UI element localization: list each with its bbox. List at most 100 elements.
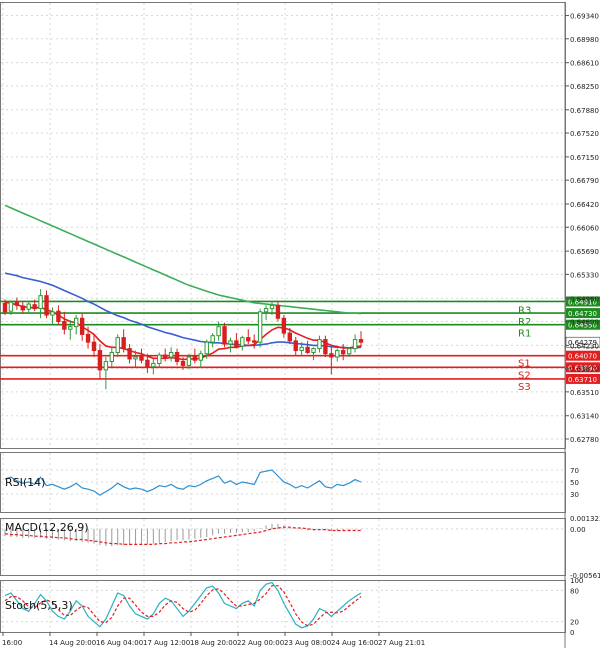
y-tick-label: 0.65690 [570,248,599,256]
x-tick-label: 23 Aug 08:00 [284,639,331,647]
candle-body [62,320,67,330]
candle-body [305,346,310,353]
rsi-tick-label: 50 [570,479,579,487]
candle-body [192,356,198,361]
y-tick-label: 0.67520 [570,130,599,138]
macd-tick-label: 0.001323 [570,515,600,523]
candle-body [311,348,316,353]
y-tick-label: 0.63140 [570,413,599,421]
candle-body [74,317,79,328]
x-tick-label: 16:00 [2,639,22,647]
candle-body [79,317,85,335]
candle-body [14,301,20,306]
level-name-r3: R3 [518,305,531,316]
y-tick-label: 0.64600 [570,318,599,326]
candle-body [299,346,304,352]
candle-body [358,339,364,343]
rsi-panel-title: RSI(14) [5,476,45,489]
candle-body [222,326,227,345]
candle-body [26,303,31,310]
level-price-label-r2: 0.64730 [568,310,597,318]
ma-slow-line [4,204,362,315]
level-name-r2: R2 [518,317,531,328]
x-tick-label: 16 Aug 04:00 [96,639,143,647]
candle-body [139,356,144,361]
candle-body [204,341,209,355]
candle-body [2,302,8,313]
x-tick-label: 24 Aug 16:00 [331,639,378,647]
candle-body [275,304,281,319]
candle-body [281,317,287,334]
candle-body [109,351,114,363]
stoch-tick-label: 100 [570,577,583,585]
current-price-box [565,336,600,348]
current-price-label: 0.64279 [568,339,597,347]
y-tick-label: 0.67880 [570,107,599,115]
candle-body [335,350,340,358]
candle-body [91,341,97,352]
candle-body [263,308,269,313]
candle-body [210,335,215,343]
stoch-tick-label: 80 [570,587,579,595]
y-tick-label: 0.68610 [570,60,599,68]
candle-body [32,304,37,310]
level-price-box-s2 [566,362,600,373]
rsi-tick-label: 30 [570,491,579,499]
x-tick-label: 17 Aug 12:00 [143,639,190,647]
candle-body [85,333,91,343]
candle-body [240,337,245,347]
y-tick-label: 0.68980 [570,36,599,44]
macd-tick-label: 0.00 [570,526,586,534]
candle-body [234,340,239,347]
y-tick-label: 0.64960 [570,295,599,303]
candle-body [269,304,275,310]
y-tick-label: 0.67150 [570,154,599,162]
candle-body [20,305,26,311]
candle-body [352,339,358,350]
macd-panel-title: MACD(12,26,9) [5,521,89,534]
y-tick-label: 0.66060 [570,224,599,232]
candle-body [97,350,103,371]
candle-body [198,353,204,361]
candle-body [252,340,257,343]
candle-body [257,311,263,343]
candle-body [56,310,61,322]
level-price-box-r1 [566,319,600,330]
candle-body [346,348,352,355]
level-price-box-s3 [566,373,600,384]
x-tick-label: 22 Aug 00:00 [237,639,284,647]
candle-body [151,362,156,368]
x-tick-label: 18 Aug 20:00 [190,639,237,647]
candle-body [145,359,150,368]
y-tick-label: 0.65330 [570,271,599,279]
candle-body [186,356,192,366]
y-tick-label: 0.66790 [570,177,599,185]
stoch-tick-label: 20 [570,619,579,627]
candle-body [133,356,138,360]
candle-body [168,351,174,358]
y-tick-label: 0.64230 [570,342,599,350]
candle-body [44,295,49,316]
candle-body [293,340,298,352]
x-tick-label: 14 Aug 20:00 [49,639,96,647]
y-tick-label: 0.62780 [570,436,599,444]
stoch-k-line [4,581,362,629]
macd-tick-label: -0.005613 [570,572,600,580]
axis-layer: 0.69340 0.68980 0.68610 0.68250 0.67880 0.675… [2,13,600,647]
candlestick-layer [2,289,364,390]
level-name-s1: S1 [518,359,531,370]
level-price-box-r2 [566,308,600,319]
candle-body [115,337,120,353]
y-tick-label: 0.63870 [570,366,599,374]
candle-body [8,301,14,312]
level-price-label-s2: 0.63890 [568,364,597,372]
level-price-label-s3: 0.63710 [568,376,597,384]
label-layer: RSI(14) MACD(12,26,9) Stoch(5,5,3) [5,476,89,612]
stoch-d-line [4,585,362,627]
candle-body [103,361,109,371]
candle-body [287,332,293,342]
candle-body [68,326,73,330]
candle-body [174,351,180,363]
